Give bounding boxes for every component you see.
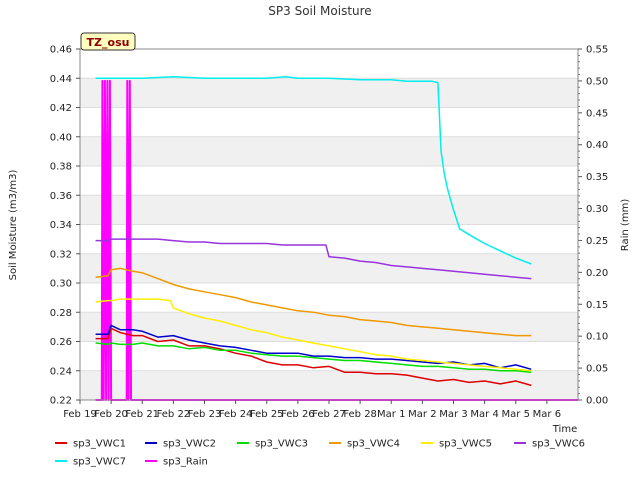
grid-band: [80, 253, 578, 283]
x-tick-label: Mar 1: [377, 409, 405, 420]
x-tick-label: Feb 25: [250, 409, 284, 420]
grid-band: [80, 49, 578, 79]
x-tick-label: Feb 21: [125, 409, 159, 420]
grid-band: [80, 166, 578, 196]
y-tick-label: 0.32: [50, 249, 72, 260]
badge-box: [80, 32, 136, 51]
y-tick-label: 0.38: [50, 162, 72, 173]
axes-layer: 0.22 0.24 0.26 0.28 0.30 0.32 0.34 0.36 0.38 0.40…: [50, 45, 609, 421]
y2-tick-label: 0.40: [586, 140, 608, 151]
y2-tick-label: 0.10: [586, 332, 608, 343]
y2-tick-label: 0.20: [586, 268, 608, 279]
series-line-sp3_VWC1: [95, 327, 532, 387]
legend-label-sp3_Rain: sp3_Rain: [163, 457, 208, 468]
series-line-sp3_VWC3: [95, 342, 532, 373]
legend-label-sp3_VWC7: sp3_VWC7: [73, 457, 126, 468]
y-tick-label: 0.36: [50, 191, 72, 202]
grid-band: [80, 107, 578, 137]
x-axis-label: Time: [552, 424, 577, 435]
badge-label: TZ_osu: [87, 36, 130, 49]
y-tick-label: 0.22: [50, 396, 72, 407]
y-tick-label: 0.34: [50, 220, 72, 231]
series-line-sp3_VWC2: [95, 324, 532, 371]
y-tick-label: 0.40: [50, 132, 72, 143]
y2-tick-label: 0.15: [586, 300, 608, 311]
x-tick-label: Feb 26: [281, 409, 315, 420]
y2-axis-label: Rain (mm): [620, 199, 631, 252]
x-tick-label: Feb 20: [94, 409, 128, 420]
x-tick-label: Feb 27: [312, 409, 346, 420]
legend: sp3_VWC1 sp3_VWC2 sp3_VWC3 sp3_VWC4 sp3_VWC5…: [55, 439, 585, 468]
y-tick-label: 0.24: [50, 366, 72, 377]
series-layer: [95, 76, 578, 401]
y-tick-label: 0.44: [50, 74, 72, 85]
plot-bands: [80, 48, 578, 401]
grid-band: [80, 78, 578, 108]
y-tick-label: 0.42: [50, 103, 72, 114]
y-tick-label: 0.28: [50, 308, 72, 319]
x-tick-label: Mar 3: [439, 409, 467, 420]
legend-label-sp3_VWC1: sp3_VWC1: [73, 439, 126, 450]
y2-tick-label: 0.05: [586, 364, 608, 375]
chart-title: SP3 Soil Moisture: [268, 4, 371, 18]
y2-tick-label: 0.00: [586, 396, 608, 407]
y2-tick-label: 0.25: [586, 236, 608, 247]
legend-label-sp3_VWC5: sp3_VWC5: [439, 439, 492, 450]
x-tick-label: Feb 28: [343, 409, 377, 420]
y2-tick-label: 0.45: [586, 108, 608, 119]
y-tick-label: 0.26: [50, 337, 72, 348]
y-tick-label: 0.46: [50, 45, 72, 56]
x-tick-label: Feb 23: [188, 409, 222, 420]
y-tick-label: 0.30: [50, 279, 72, 290]
grid-band: [80, 370, 578, 400]
x-tick-label: Feb 24: [219, 409, 253, 420]
x-tick-label: Feb 19: [63, 409, 97, 420]
x-tick-label: Mar 6: [533, 409, 561, 420]
x-tick-label: Mar 5: [502, 409, 530, 420]
legend-label-sp3_VWC2: sp3_VWC2: [163, 439, 216, 450]
series-line-sp3_VWC4: [95, 267, 532, 337]
series-line-sp3_VWC6: [95, 238, 532, 280]
grid-band: [80, 136, 578, 166]
x-tick-label: Feb 22: [157, 409, 191, 420]
y-axis-label: Soil Moisture (m3/m3): [8, 170, 19, 281]
grid-band: [80, 312, 578, 342]
series-line-sp3_VWC5: [95, 298, 532, 372]
legend-label-sp3_VWC6: sp3_VWC6: [532, 439, 585, 450]
y2-tick-label: 0.30: [586, 204, 608, 215]
x-tick-label: Mar 4: [470, 409, 498, 420]
grid-band: [80, 195, 578, 225]
y2-tick-label: 0.35: [586, 172, 608, 183]
y2-tick-label: 0.50: [586, 76, 608, 87]
x-tick-label: Mar 2: [408, 409, 436, 420]
series-line-sp3_Rain: [95, 79, 578, 401]
legend-label-sp3_VWC3: sp3_VWC3: [255, 439, 308, 450]
y2-tick-label: 0.55: [586, 45, 608, 56]
station-badge: TZ_osu: [80, 32, 136, 51]
legend-label-sp3_VWC4: sp3_VWC4: [347, 439, 400, 450]
series-line-sp3_VWC7: [95, 76, 532, 265]
grid-band: [80, 283, 578, 313]
